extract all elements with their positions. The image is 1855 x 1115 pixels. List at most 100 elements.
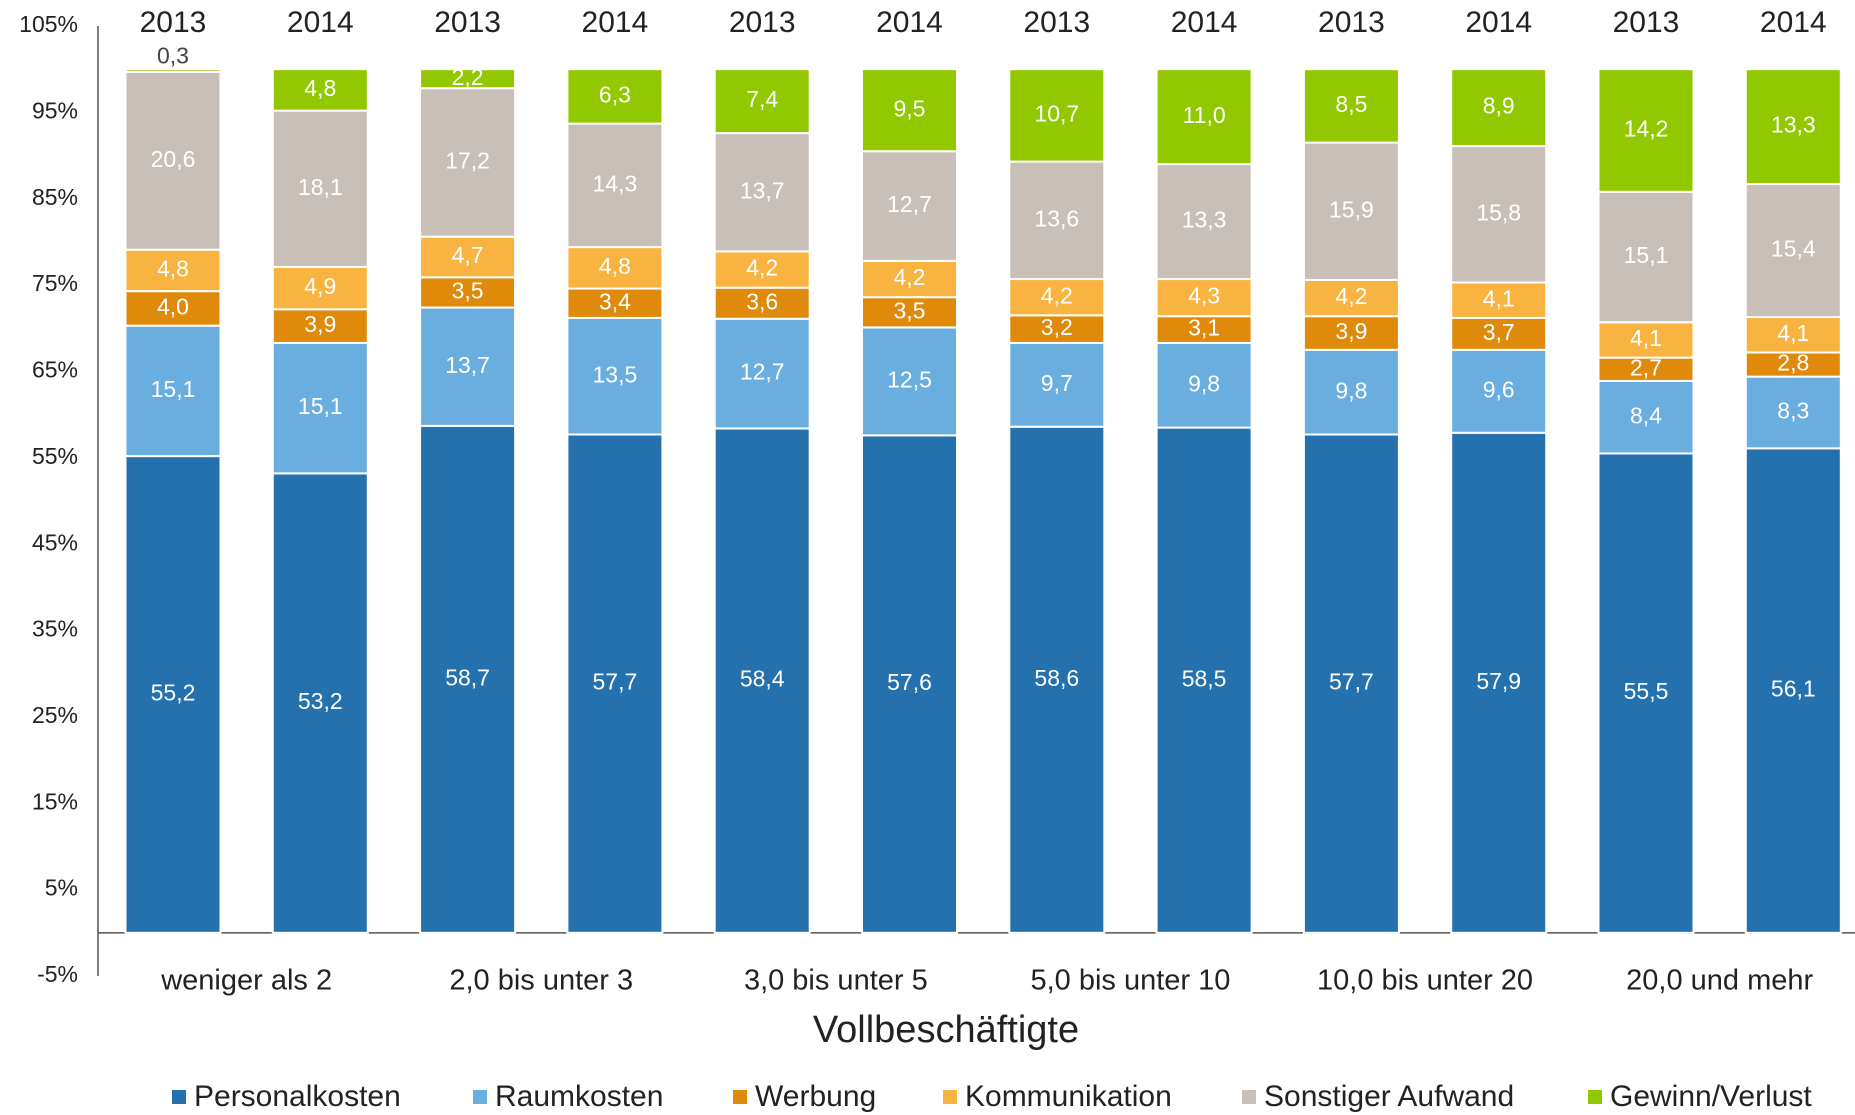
- bar-segment: [419, 306, 517, 427]
- bar-segment: [271, 308, 369, 344]
- data-label: 55,5: [1624, 678, 1669, 704]
- data-label: 4,1: [1777, 320, 1809, 346]
- bar-year-label: 2013: [434, 6, 501, 39]
- data-label: 4,7: [452, 242, 484, 268]
- y-tick-label: 45%: [32, 529, 78, 555]
- data-label: 9,6: [1483, 376, 1515, 402]
- data-label: 13,3: [1771, 112, 1816, 138]
- bar-segment: [271, 341, 369, 475]
- data-label: 11,0: [1183, 102, 1226, 128]
- bar-segment: [124, 455, 222, 934]
- bar-segment: [1008, 68, 1106, 163]
- data-label: 3,6: [746, 288, 778, 314]
- legend-swatch: [473, 1090, 487, 1104]
- bar-year-label: 2013: [140, 6, 207, 39]
- data-label: 4,2: [894, 264, 926, 290]
- bar-segment: [1450, 348, 1548, 434]
- bar-segment: [566, 316, 664, 436]
- data-label: 9,8: [1335, 377, 1367, 403]
- data-label: 15,4: [1771, 236, 1816, 262]
- y-tick-label: 65%: [32, 357, 78, 383]
- data-label: 4,3: [1188, 283, 1220, 309]
- bar-segment: [861, 150, 958, 262]
- bar-segment: [713, 427, 811, 934]
- data-label: 4,8: [157, 255, 189, 281]
- bar-segment: [1744, 447, 1842, 934]
- data-label: 3,2: [1041, 314, 1073, 340]
- data-label: 6,3: [599, 81, 631, 107]
- data-label: 3,9: [1335, 318, 1367, 344]
- data-label: 3,4: [599, 288, 631, 314]
- bar-segment: [1450, 145, 1548, 284]
- legend-swatch: [943, 1090, 957, 1104]
- bar-segment: [1302, 348, 1400, 436]
- data-label: 4,2: [1335, 283, 1367, 309]
- bar-year-label: 2013: [1318, 6, 1385, 39]
- data-label: 4,2: [746, 255, 778, 281]
- legend-label: Gewinn/Verlust: [1610, 1080, 1812, 1113]
- data-label: 4,8: [599, 253, 631, 279]
- group-label: weniger als 2: [160, 965, 332, 997]
- data-label: 8,5: [1335, 91, 1367, 117]
- bar-segment: [861, 296, 958, 329]
- group-label: 5,0 bis unter 10: [1030, 965, 1230, 997]
- data-label: 13,7: [445, 352, 490, 378]
- data-label: 20,6: [151, 146, 196, 172]
- data-label: 57,7: [1329, 669, 1374, 695]
- bar-segment: [271, 68, 369, 112]
- data-label: 7,4: [746, 86, 778, 112]
- bar-segment: [1597, 321, 1695, 359]
- bar-segment: [419, 235, 517, 279]
- bar-segment: [1597, 190, 1695, 324]
- bar-segment: [1744, 351, 1842, 378]
- data-label: 12,7: [887, 191, 932, 217]
- bar-year-label: 2013: [1023, 6, 1090, 39]
- y-tick-label: 25%: [32, 702, 78, 728]
- bar-segment: [1450, 68, 1548, 148]
- bar-segment: [1450, 316, 1548, 351]
- data-label: 13,6: [1034, 205, 1079, 231]
- bar-segment: [1302, 278, 1400, 318]
- bar-segment: [271, 265, 369, 311]
- data-label: 14,3: [593, 170, 638, 196]
- legend-swatch: [733, 1090, 747, 1104]
- data-label: 10,7: [1034, 100, 1079, 126]
- bar-segment: [713, 68, 811, 135]
- y-tick-label: -5%: [37, 961, 78, 987]
- data-label: 9,5: [894, 95, 926, 121]
- data-label: 55,2: [151, 680, 196, 706]
- data-label: 12,7: [740, 359, 785, 385]
- y-tick-label: 85%: [32, 184, 78, 210]
- data-label: 8,3: [1777, 398, 1809, 424]
- data-label: 15,8: [1476, 199, 1521, 225]
- bar-year-label: 2014: [1171, 6, 1238, 39]
- data-label: 4,8: [304, 75, 336, 101]
- data-label: 15,1: [298, 393, 343, 419]
- x-axis-title: Vollbeschäftigte: [813, 1009, 1079, 1051]
- bar-segment: [1597, 452, 1695, 934]
- legend-swatch: [1242, 1090, 1256, 1104]
- bar-segment: [1008, 160, 1106, 281]
- data-label: 2,8: [1777, 350, 1809, 376]
- data-label: 58,5: [1182, 665, 1227, 691]
- y-tick-label: 35%: [32, 616, 78, 642]
- data-label: 57,9: [1476, 668, 1521, 694]
- bar-year-label: 2014: [1465, 6, 1532, 39]
- bar-segment: [566, 122, 664, 249]
- data-label: 53,2: [298, 688, 343, 714]
- data-label: 15,1: [151, 376, 196, 402]
- data-label: 9,7: [1041, 370, 1073, 396]
- y-tick-label: 55%: [32, 443, 78, 469]
- bar-year-label: 2013: [729, 6, 796, 39]
- group-label: 3,0 bis unter 5: [744, 965, 928, 997]
- data-label: 4,9: [304, 273, 336, 299]
- group-label: 20,0 und mehr: [1626, 965, 1813, 997]
- bar-segment: [419, 276, 517, 309]
- legend-label: Kommunikation: [965, 1080, 1172, 1113]
- bar-segment: [861, 326, 958, 437]
- bar-segment: [861, 68, 958, 153]
- data-label: 0,3: [157, 42, 189, 68]
- bar-year-label: 2014: [1760, 6, 1827, 39]
- bar-segment: [566, 433, 664, 934]
- bar-segment: [713, 132, 811, 253]
